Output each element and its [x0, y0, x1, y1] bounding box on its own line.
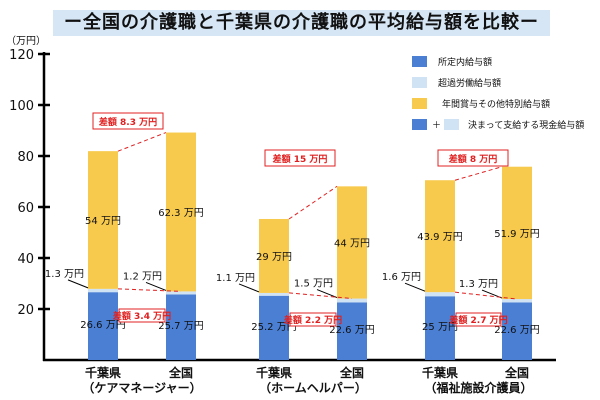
bar-segment-base [425, 296, 455, 360]
chart-title: ー全国の介護職と千葉県の介護職の平均給与額を比較ー [53, 10, 550, 36]
y-axis-label: （万円） [6, 35, 46, 47]
x-category-label: 千葉県 [85, 365, 121, 380]
bar-segment-base [166, 294, 196, 360]
data-label-overtime: 1.6 万円 [382, 272, 421, 283]
data-label-overtime: 1.3 万円 [459, 279, 498, 290]
leader-line [238, 283, 260, 293]
y-tick-label: 100 [9, 99, 34, 114]
x-group-label: （ケアマネージャー） [82, 380, 201, 395]
legend-swatch [412, 119, 427, 130]
x-category-label: 千葉県 [256, 365, 292, 380]
y-tick-label: 20 [17, 303, 34, 318]
leader-line [67, 279, 89, 289]
data-label-overtime: 1.1 万円 [216, 273, 255, 284]
bar-segment-bonus [502, 166, 532, 300]
legend-swatch [412, 98, 427, 109]
legend-plus: ＋ [432, 120, 441, 131]
x-category-label: 全国 [339, 365, 364, 380]
diff-box-total [264, 149, 336, 167]
bar-segment-bonus [88, 151, 118, 289]
bar-segment-base [502, 302, 532, 360]
legend-label: 年間賞与その他特別給与額 [442, 98, 550, 110]
diff-line-total [117, 132, 167, 152]
diff-line-monthly [288, 292, 353, 300]
x-group-label: （福祉施設介護員） [424, 380, 532, 395]
leader-line [316, 289, 338, 299]
data-label-base: 26.6 万円 [80, 320, 125, 331]
bar-segment-overtime [502, 299, 532, 303]
x-category-label: 全国 [168, 365, 193, 380]
diff-line-total [288, 185, 338, 220]
data-label-overtime: 1.3 万円 [45, 269, 84, 280]
y-tick-label: 40 [17, 252, 34, 267]
diff-label-total: 差額 8 万円 [449, 153, 498, 165]
data-label-bonus: 62.3 万円 [158, 208, 203, 219]
diff-label-total: 差額 15 万円 [273, 153, 328, 165]
data-label-base: 25 万円 [422, 322, 458, 333]
x-group-label: （ホームヘルパー） [259, 380, 367, 395]
legend-swatch [412, 56, 427, 67]
bar-segment-overtime [425, 292, 455, 297]
diff-box-monthly [289, 312, 337, 327]
data-label-bonus: 54 万円 [85, 216, 121, 227]
data-label-bonus: 44 万円 [334, 238, 370, 249]
x-category-label: 全国 [504, 365, 529, 380]
bar-segment-bonus [337, 186, 367, 299]
data-label-bonus: 43.9 万円 [417, 232, 462, 243]
diff-label-total: 差額 8.3 万円 [99, 116, 157, 128]
bar-segment-base [337, 302, 367, 360]
data-label-bonus: 29 万円 [256, 252, 292, 263]
diff-line-monthly [454, 291, 518, 300]
bar-segment-overtime [166, 291, 196, 295]
bar-segment-base [88, 292, 118, 360]
y-tick-label: 80 [17, 150, 34, 165]
y-tick-label: 60 [17, 201, 34, 216]
diff-box-monthly [455, 312, 502, 327]
legend-swatch [412, 77, 427, 88]
x-category-label: 千葉県 [422, 365, 458, 380]
bar-segment-overtime [88, 288, 118, 293]
leader-line [145, 281, 167, 291]
bar-segment-bonus [166, 132, 196, 292]
bar-segment-overtime [337, 298, 367, 303]
data-label-base: 22.6 万円 [329, 325, 374, 336]
diff-label-monthly: 差額 3.4 万円 [113, 310, 171, 322]
bar-segment-base [259, 295, 289, 360]
bar-segment-bonus [259, 218, 289, 293]
data-label-base: 25.7 万円 [158, 321, 203, 332]
diff-line-total [454, 166, 503, 181]
bar-segment-bonus [425, 180, 455, 293]
data-label-bonus: 51.9 万円 [494, 229, 539, 240]
data-label-overtime: 1.2 万円 [123, 271, 162, 282]
diff-label-monthly: 差額 2.2 万円 [284, 314, 342, 326]
legend-label: 決まって支給する現金給与額 [468, 119, 584, 131]
diff-box-total [437, 149, 509, 167]
diff-line-monthly [117, 288, 182, 292]
data-label-base: 22.6 万円 [494, 325, 539, 336]
legend-label: 超過労働給与額 [438, 77, 501, 89]
data-label-base: 25.2 万円 [251, 322, 296, 333]
bar-segment-overtime [259, 292, 289, 296]
leader-line [404, 282, 426, 292]
legend-swatch [444, 119, 459, 130]
diff-label-monthly: 差額 2.7 万円 [449, 314, 507, 326]
y-tick-label: 120 [9, 48, 34, 63]
diff-box-monthly [118, 308, 166, 323]
legend-label: 所定内給与額 [438, 56, 492, 68]
diff-box-total [92, 112, 164, 130]
data-label-overtime: 1.5 万円 [294, 279, 333, 290]
